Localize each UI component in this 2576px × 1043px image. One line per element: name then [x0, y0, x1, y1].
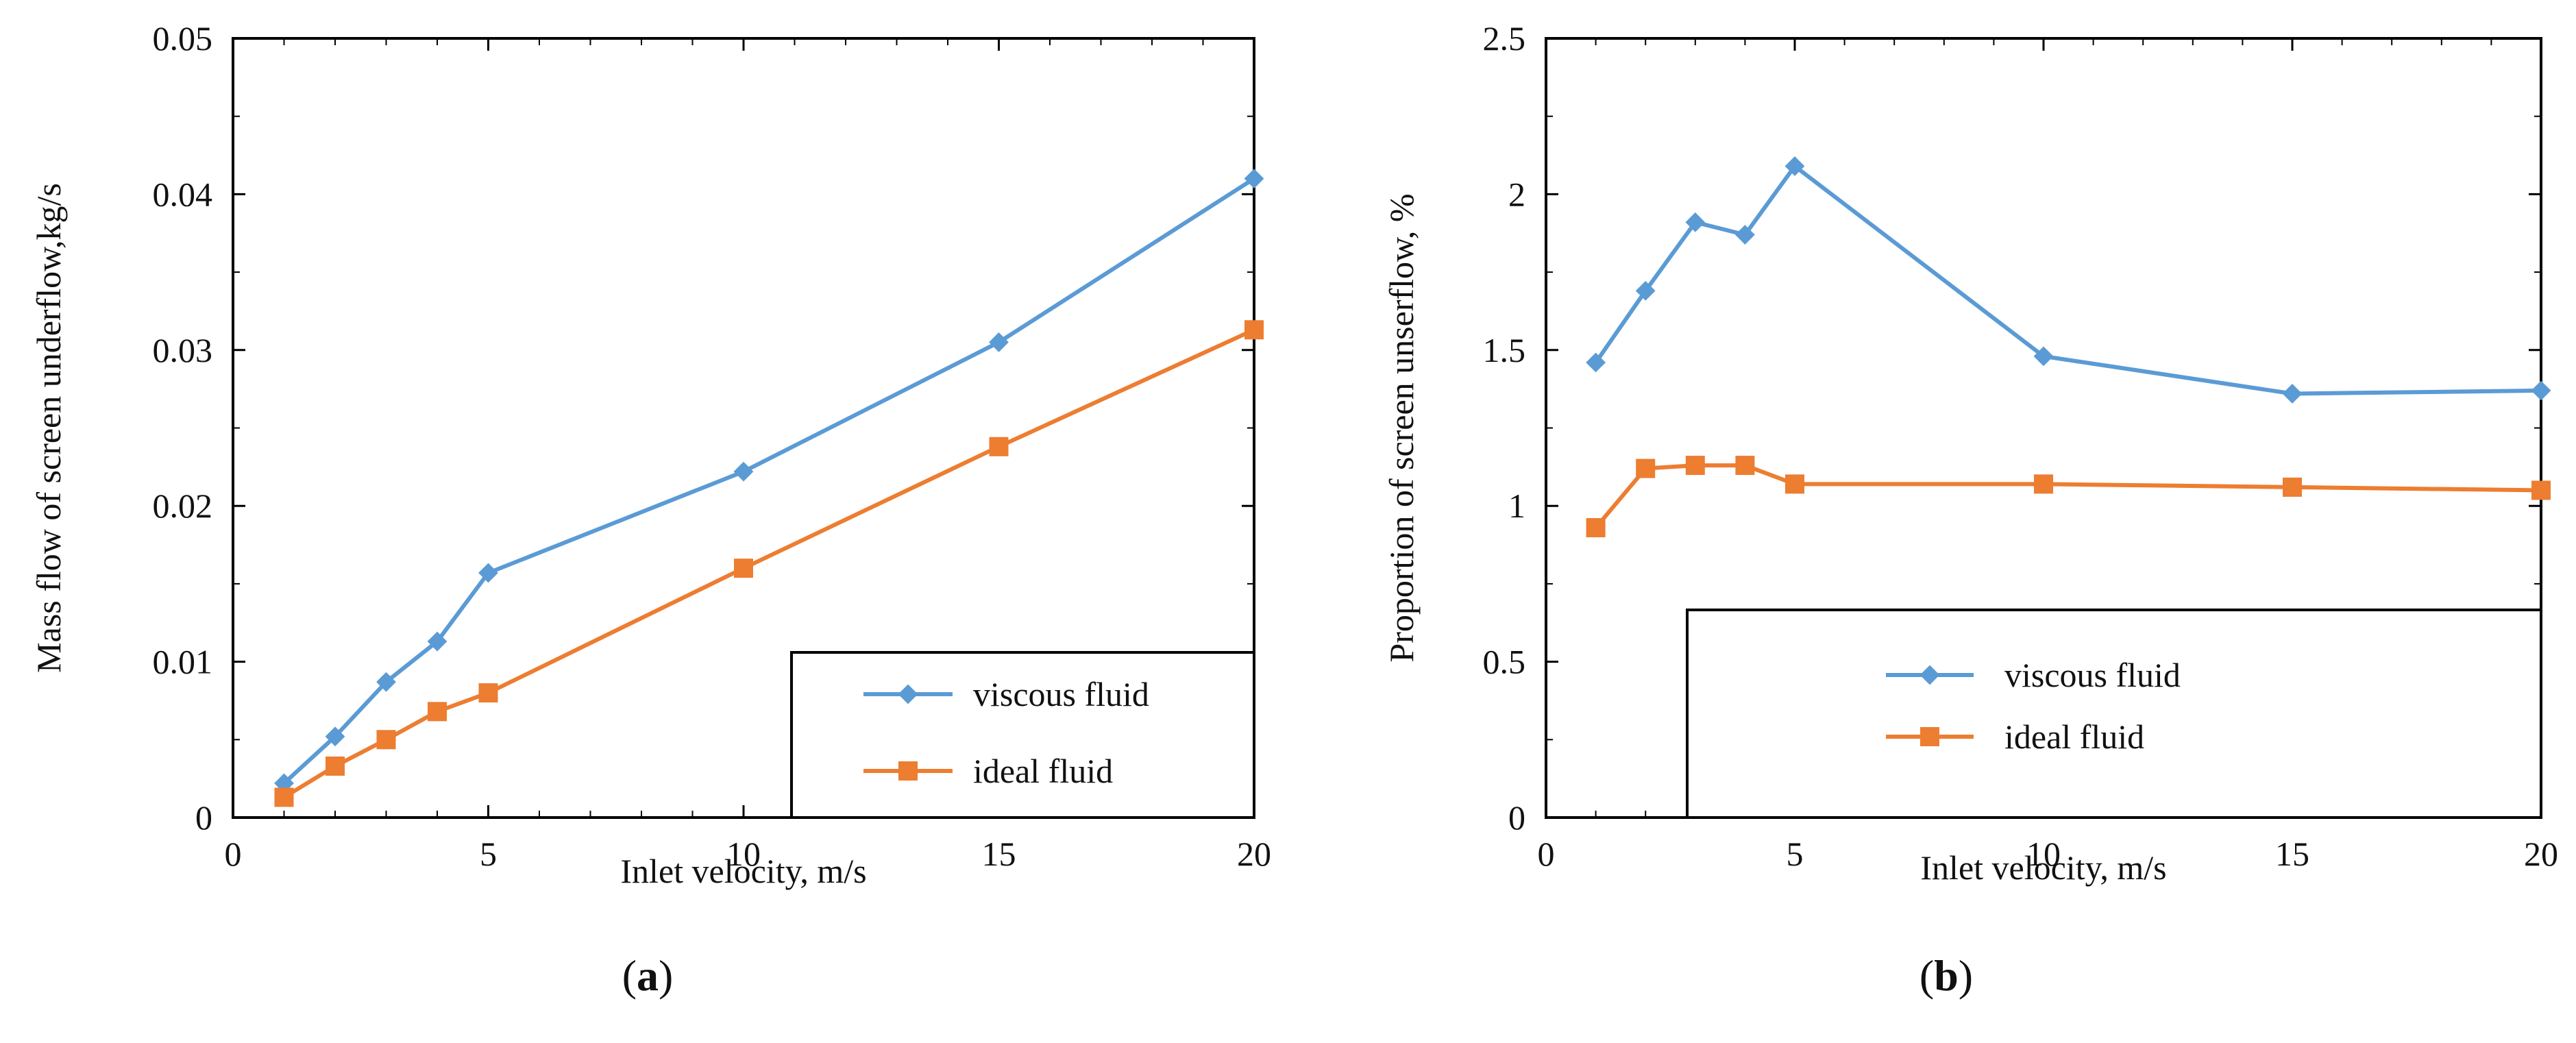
chart-b-legend-label-viscous-fluid: viscous fluid: [2004, 656, 2181, 694]
chart-b-proportion: 0 0.5 1 1.5 2 2.5 0 5 10 15 20 Inlet velocity, m/s P…: [1382, 19, 2558, 1000]
chart-a-panel-label-close: ): [659, 951, 673, 1000]
chart-b-y-axis-label: Proportion of screen unserflow, %: [1382, 193, 1421, 662]
chart-a-y-tick-label: 0.04: [153, 175, 213, 213]
chart-b-data-point-viscous-fluid: [1586, 352, 1606, 373]
chart-a-panel-label-open: (: [622, 951, 637, 1000]
chart-b-panel-label-close: ): [1959, 951, 1973, 1000]
chart-b-legend-marker-ideal-fluid: [1920, 727, 1939, 746]
chart-a-data-point-viscous-fluid: [325, 726, 345, 747]
chart-a-data-point-viscous-fluid: [427, 631, 447, 652]
chart-a-data-point-ideal-fluid: [326, 756, 345, 776]
chart-a-legend-marker-viscous-fluid: [898, 684, 918, 704]
chart-a-x-axis-label: Inlet velocity, m/s: [620, 852, 866, 890]
chart-b-data-point-viscous-fluid: [1784, 156, 1805, 176]
chart-a-x-tick-label: 10: [726, 835, 761, 873]
chart-a-x-tick-label: 15: [982, 835, 1016, 873]
chart-a-mass-flow: 0 0.01 0.02 0.03 0.04 0.05 0 5 10 15 20 Inlet veloc…: [29, 19, 1271, 1000]
chart-a-y-tick-label: 0.02: [153, 487, 213, 525]
chart-a-y-tick-label: 0.05: [153, 19, 213, 58]
chart-b-legend-label-ideal-fluid: ideal fluid: [2004, 717, 2144, 756]
chart-a-series-line-viscous-fluid: [282, 177, 1255, 785]
chart-b-data-point-ideal-fluid: [2034, 474, 2053, 494]
chart-a-x-tick-label: 0: [225, 835, 242, 873]
chart-a-data-point-viscous-fluid: [1244, 169, 1264, 189]
chart-a-data-point-ideal-fluid: [274, 787, 294, 807]
chart-a-data-point-ideal-fluid: [376, 730, 396, 750]
chart-a-data-point-ideal-fluid: [734, 559, 753, 578]
chart-a-legend-marker-ideal-fluid: [898, 761, 918, 781]
chart-b-data-point-viscous-fluid: [1685, 212, 1706, 232]
chart-b-series-line-viscous-fluid: [1594, 164, 2542, 396]
chart-a-data-point-viscous-fluid: [989, 332, 1009, 352]
chart-a-x-tick-label: 5: [480, 835, 497, 873]
chart-a-data-point-viscous-fluid: [376, 672, 396, 692]
chart-a-y-tick-label: 0.03: [153, 331, 213, 369]
chart-b-data-point-ideal-fluid: [1586, 518, 1606, 538]
chart-b-x-tick-label: 0: [1538, 835, 1555, 873]
chart-a-panel-label: (a): [622, 951, 674, 1000]
chart-b-data-point-ideal-fluid: [1636, 458, 1656, 478]
chart-a-data-point-ideal-fluid: [478, 683, 498, 703]
chart-a-data-point-ideal-fluid: [1244, 320, 1264, 340]
chart-b-data-point-ideal-fluid: [2283, 477, 2302, 497]
chart-b-x-tick-label: 20: [2524, 835, 2558, 873]
chart-b-data-point-viscous-fluid: [1635, 280, 1656, 301]
chart-a-x-tick-label: 20: [1237, 835, 1271, 873]
chart-b-data-point-ideal-fluid: [1735, 456, 1755, 476]
chart-b-panel-label: (b): [1919, 951, 1973, 1000]
chart-b-x-tick-label: 10: [2026, 835, 2061, 873]
chart-a-data-point-viscous-fluid: [478, 563, 498, 583]
chart-a-data-point-ideal-fluid: [428, 702, 447, 722]
chart-b-data-point-viscous-fluid: [2033, 346, 2054, 367]
chart-a-y-tick-label: 0: [195, 798, 212, 837]
chart-b-y-tick-label: 2.5: [1483, 19, 1526, 58]
chart-b-x-tick-label: 15: [2275, 835, 2309, 873]
chart-a-panel-label-letter: a: [637, 951, 659, 1000]
chart-b-y-tick-label: 0: [1508, 798, 1525, 837]
chart-b-data-point-viscous-fluid: [2282, 384, 2303, 404]
chart-a-legend-label-viscous-fluid: viscous fluid: [973, 675, 1149, 713]
chart-b-x-axis-label: Inlet velocity, m/s: [1920, 848, 2166, 887]
chart-b-data-point-ideal-fluid: [2531, 480, 2551, 500]
chart-a-data-point-viscous-fluid: [733, 461, 754, 482]
chart-b-panel-label-open: (: [1919, 951, 1934, 1000]
chart-a-legend-box: [790, 651, 1255, 819]
chart-b-y-tick-label: 0.5: [1483, 643, 1526, 681]
chart-b-legend-marker-viscous-fluid: [1919, 665, 1940, 685]
chart-b-y-tick-label: 1.5: [1483, 331, 1526, 369]
chart-a-legend-label-ideal-fluid: ideal fluid: [973, 752, 1113, 790]
chart-a-data-point-ideal-fluid: [989, 437, 1009, 456]
chart-b-data-point-viscous-fluid: [1734, 225, 1755, 245]
chart-b-panel-label-letter: b: [1934, 951, 1959, 1000]
chart-b-data-point-ideal-fluid: [1685, 456, 1705, 476]
chart-b-y-tick-label: 2: [1508, 175, 1525, 213]
chart-b-data-point-ideal-fluid: [1785, 474, 1804, 494]
chart-a-y-axis-label: Mass flow of screen underflow,kg/s: [29, 183, 68, 673]
chart-b-x-tick-label: 5: [1787, 835, 1804, 873]
chart-b-data-point-viscous-fluid: [2531, 380, 2551, 401]
chart-b-y-tick-label: 1: [1508, 487, 1525, 525]
chart-a-y-tick-label: 0.01: [153, 643, 213, 681]
chart-b-legend-box: [1686, 609, 2542, 819]
